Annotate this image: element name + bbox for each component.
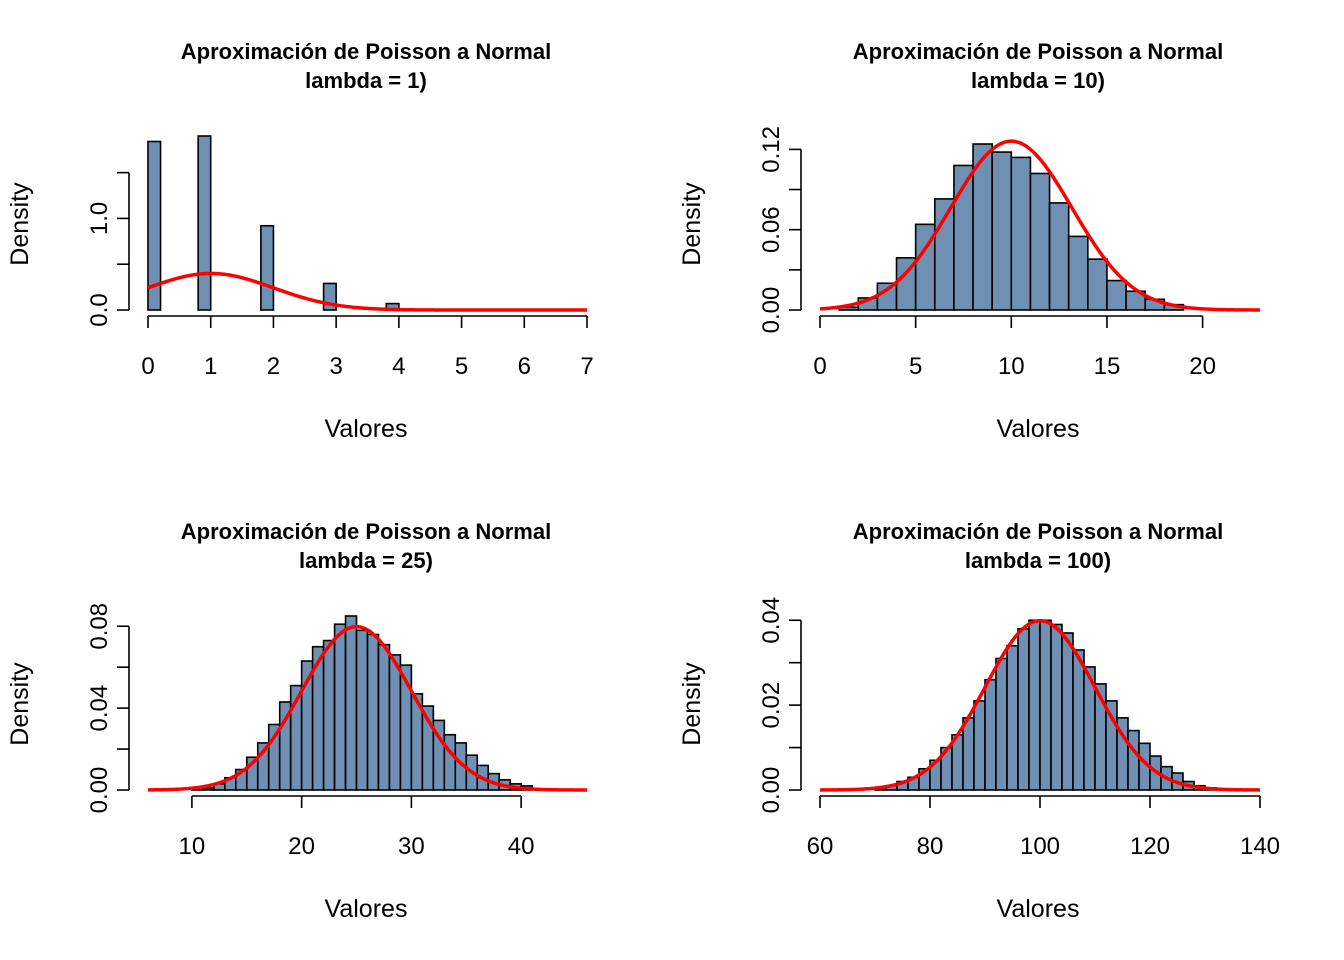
x-tick-label: 140: [1240, 833, 1280, 860]
y-axis-label: Density: [678, 662, 706, 746]
x-axis-label: Valores: [997, 895, 1080, 923]
histogram-bar: [333, 623, 347, 791]
y-tick-label: 0.02: [758, 682, 785, 729]
chart-title: Aproximación de Poisson a Normal: [181, 519, 551, 544]
histogram-bar: [1039, 619, 1052, 791]
y-axis-label: Density: [6, 182, 34, 266]
histogram-bar: [1029, 172, 1051, 311]
histogram-bar: [197, 135, 212, 311]
x-axis-label: Valores: [325, 895, 408, 923]
histogram-bar: [147, 140, 162, 311]
chart-title: Aproximación de Poisson a Normal: [181, 39, 551, 64]
normal-curve: [819, 139, 1260, 312]
x-tick-label: 3: [329, 353, 342, 380]
x-tick-label: 4: [392, 353, 405, 380]
chart-title: Aproximación de Poisson a Normal: [853, 519, 1223, 544]
x-tick-label: 40: [508, 833, 535, 860]
y-axis-label: Density: [6, 662, 34, 746]
y-tick-label: 1.0: [86, 202, 113, 235]
histogram-bar: [366, 633, 380, 791]
chart-subtitle: lambda = 10): [971, 68, 1105, 93]
histogram-bar: [443, 733, 457, 791]
x-tick-label: 30: [398, 833, 425, 860]
x-tick-label: 2: [267, 353, 280, 380]
histogram-bar: [1028, 619, 1041, 791]
histogram-bar: [1087, 258, 1108, 311]
y-tick-label: 0.04: [86, 685, 113, 732]
histogram-bar: [1048, 202, 1070, 311]
y-tick-label: 0.08: [86, 603, 113, 650]
histogram-bar: [1067, 235, 1089, 311]
x-tick-label: 20: [288, 833, 315, 860]
histogram-panel-3: Aproximación de Poisson a Normal lambda =…: [6, 519, 588, 923]
histogram-bar: [322, 639, 336, 791]
y-tick-label: 0.0: [86, 293, 113, 326]
histogram-panel-4: Aproximación de Poisson a Normal lambda =…: [678, 519, 1280, 923]
y-tick-label: 0.00: [758, 287, 785, 334]
histogram-bar: [1106, 279, 1127, 311]
histogram-bar: [202, 787, 215, 791]
x-tick-label: 80: [917, 833, 944, 860]
y-tick-label: 0.04: [758, 597, 785, 644]
x-tick-label: 0: [141, 353, 154, 380]
x-tick-label: 10: [998, 353, 1025, 380]
x-tick-label: 60: [807, 833, 834, 860]
y-tick-label: 0.06: [758, 206, 785, 253]
chart-subtitle: lambda = 1): [305, 68, 427, 93]
chart-subtitle: lambda = 25): [299, 548, 433, 573]
x-tick-label: 20: [1189, 353, 1216, 380]
histogram-bar: [355, 629, 369, 791]
histogram-bar: [377, 643, 391, 791]
x-tick-label: 7: [580, 353, 593, 380]
histogram-bar: [1050, 623, 1063, 791]
histogram-panel-2: Aproximación de Poisson a Normal lambda =…: [678, 39, 1260, 443]
chart-subtitle: lambda = 100): [965, 548, 1111, 573]
histogram-bar: [388, 654, 402, 791]
x-tick-label: 5: [455, 353, 468, 380]
x-tick-label: 5: [909, 353, 922, 380]
histogram-bar: [984, 678, 997, 791]
x-tick-label: 10: [179, 833, 206, 860]
histogram-bar: [1017, 627, 1030, 791]
x-tick-label: 1: [204, 353, 217, 380]
x-tick-label: 6: [518, 353, 531, 380]
x-axis-label: Valores: [325, 415, 408, 443]
histogram-bar: [991, 151, 1013, 311]
histogram-bar: [1061, 632, 1074, 791]
histogram-bar: [1010, 156, 1032, 311]
normal-curve: [820, 618, 1260, 792]
histogram-bar: [1072, 649, 1085, 791]
histogram-bar: [1006, 644, 1019, 791]
y-tick-label: 0.00: [758, 767, 785, 814]
x-tick-label: 100: [1020, 833, 1060, 860]
histogram-bar: [260, 224, 275, 311]
histogram-bar: [995, 657, 1008, 791]
y-tick-label: 0.12: [758, 126, 785, 173]
normal-curve: [147, 271, 587, 312]
histogram-bar: [344, 615, 358, 791]
x-tick-label: 0: [813, 353, 826, 380]
y-tick-label: 0.00: [86, 767, 113, 814]
x-tick-label: 15: [1094, 353, 1121, 380]
histogram-bar: [1127, 729, 1140, 791]
histogram-bar: [962, 717, 975, 791]
normal-curve: [147, 624, 588, 792]
x-tick-label: 120: [1130, 833, 1170, 860]
x-axis-label: Valores: [997, 415, 1080, 443]
y-axis-label: Density: [678, 182, 706, 266]
histogram-bar: [876, 282, 898, 311]
histogram-bar: [973, 700, 986, 791]
chart-title: Aproximación de Poisson a Normal: [853, 39, 1223, 64]
histogram-panel-1: Aproximación de Poisson a Normal lambda =…: [6, 39, 594, 443]
